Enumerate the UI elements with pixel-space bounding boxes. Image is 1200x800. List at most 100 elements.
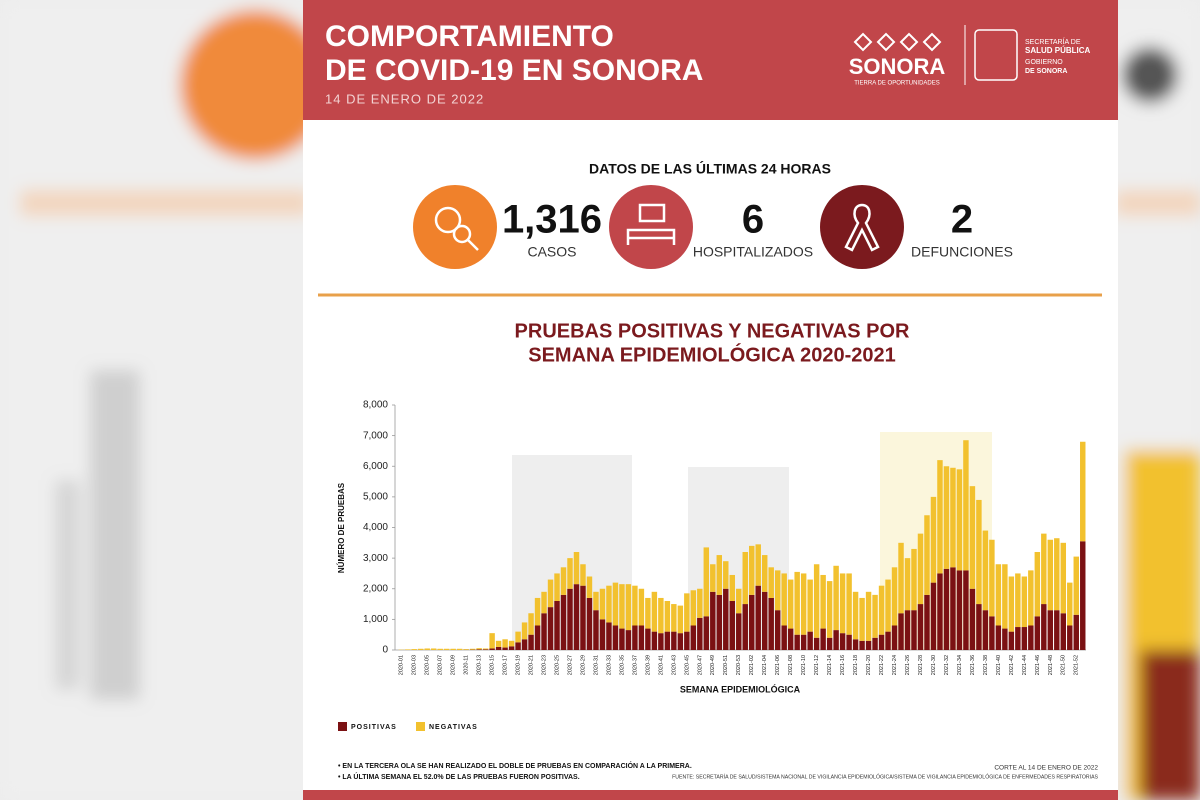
- x-tick-label: 2020-15: [490, 655, 496, 675]
- bar-segment: [833, 565, 839, 631]
- x-tick-label: 2020-51: [723, 655, 729, 675]
- bar-segment: [885, 579, 891, 632]
- bar-segment: [865, 591, 872, 641]
- x-tick-label: 2021-36: [970, 655, 976, 675]
- bar-segment: [632, 585, 638, 626]
- bar-segment: [956, 469, 963, 571]
- header-band: [303, 0, 1118, 120]
- bar-segment: [755, 544, 761, 586]
- logo-text: SONORA: [849, 54, 946, 79]
- bar-segment: [1054, 610, 1060, 650]
- bar-segment: [852, 639, 859, 650]
- bar-segment: [560, 594, 567, 650]
- x-tick-label: 2021-18: [853, 655, 859, 675]
- bar-segment: [723, 588, 729, 650]
- bar-segment: [930, 496, 937, 583]
- bar-segment: [495, 640, 502, 647]
- bar-segment: [671, 604, 677, 632]
- bar-segment: [794, 571, 800, 635]
- bar-segment: [1073, 556, 1079, 615]
- chart-title: SEMANA EPIDEMIOLÓGICA 2020-2021: [528, 342, 896, 366]
- x-tick-label: 2020-21: [529, 655, 535, 675]
- x-tick-label: 2021-12: [814, 655, 820, 675]
- bar-segment: [658, 597, 664, 634]
- bar-segment: [534, 597, 541, 626]
- icon-deaths-glyph: [844, 203, 880, 252]
- bar-segment: [1015, 627, 1021, 650]
- bar-segment: [489, 648, 495, 650]
- legend-swatch: [338, 722, 347, 731]
- bar-segment: [839, 573, 846, 634]
- bar-segment: [684, 593, 690, 632]
- bar-segment: [437, 648, 443, 650]
- bar-segment: [430, 648, 437, 650]
- y-tick-label: 2,000: [363, 583, 388, 594]
- x-tick-label: 2020-23: [541, 655, 547, 675]
- bar-segment: [521, 639, 528, 650]
- bar-segment: [638, 588, 645, 626]
- bar-segment: [547, 607, 554, 650]
- bar-segment: [768, 597, 774, 650]
- agency: DE SONORA: [1025, 68, 1067, 75]
- logo-mark: [853, 32, 942, 52]
- note: • LA ÚLTIMA SEMANA EL 52.0% DE LAS PRUEB…: [338, 772, 580, 781]
- x-tick-label: 2020-09: [451, 655, 457, 675]
- legend-label: NEGATIVAS: [429, 724, 478, 731]
- bar-segment: [612, 582, 619, 626]
- bar-segment: [619, 628, 625, 650]
- bar-segment: [625, 630, 632, 650]
- bar-segment: [1021, 576, 1028, 628]
- x-tick-label: 2021-04: [762, 655, 768, 675]
- y-tick-label: 1,000: [363, 614, 388, 625]
- bar-segment: [1060, 542, 1067, 614]
- bar-segment: [872, 637, 878, 650]
- bar-segment: [690, 625, 697, 650]
- bar-segment: [528, 634, 534, 650]
- y-axis-label: NÚMERO DE PRUEBAS: [337, 482, 346, 573]
- bar-segment: [1054, 538, 1060, 611]
- y-tick-label: 3,000: [363, 553, 388, 564]
- bar-segment: [839, 633, 846, 650]
- bar-segment: [1028, 625, 1034, 650]
- bar-segment: [495, 646, 502, 650]
- logo-tagline: TIERRA DE OPORTUNIDADES: [854, 81, 940, 87]
- bar-segment: [846, 634, 852, 650]
- x-tick-label: 2021-42: [1009, 655, 1015, 675]
- bar-segment: [710, 564, 716, 592]
- x-tick-label: 2021-14: [827, 655, 833, 675]
- bar-segment: [580, 585, 586, 650]
- bar-segment: [664, 601, 671, 632]
- x-tick-label: 2021-02: [749, 655, 755, 675]
- bar-segment: [768, 567, 774, 598]
- bar-segment: [1008, 631, 1015, 650]
- bar-segment: [943, 568, 950, 650]
- bar-segment: [995, 625, 1002, 650]
- bar-segment: [800, 634, 807, 650]
- bar-segment: [1080, 441, 1086, 542]
- bar-segment: [671, 631, 677, 650]
- y-tick-label: 4,000: [363, 522, 388, 533]
- bar-segment: [820, 574, 826, 629]
- bar-segment: [976, 499, 982, 605]
- header-date: 14 DE ENERO DE 2022: [325, 91, 484, 106]
- x-tick-label: 2021-20: [866, 655, 872, 675]
- x-tick-label: 2020-05: [425, 655, 431, 675]
- x-tick-label: 2021-34: [957, 655, 963, 675]
- bar-segment: [405, 649, 411, 650]
- bar-segment: [1047, 539, 1054, 611]
- bar-segment: [937, 573, 943, 650]
- bar-segment: [638, 625, 645, 650]
- bar-segment: [774, 570, 781, 611]
- x-tick-label: 2020-43: [671, 655, 677, 675]
- bar-segment: [625, 584, 632, 631]
- bar-segment: [1002, 564, 1008, 629]
- x-tick-label: 2021-52: [1074, 655, 1080, 675]
- y-tick-label: 6,000: [363, 461, 388, 472]
- footer-source: FUENTE: SECRETARÍA DE SALUD/SISTEMA NACI…: [672, 773, 1098, 780]
- bar-segment: [476, 649, 482, 650]
- bar-segment: [781, 625, 787, 650]
- bar-segment: [489, 633, 495, 649]
- x-tick-label: 2020-13: [477, 655, 483, 675]
- coat-of-arms: [974, 29, 1018, 81]
- bar-segment: [443, 648, 450, 650]
